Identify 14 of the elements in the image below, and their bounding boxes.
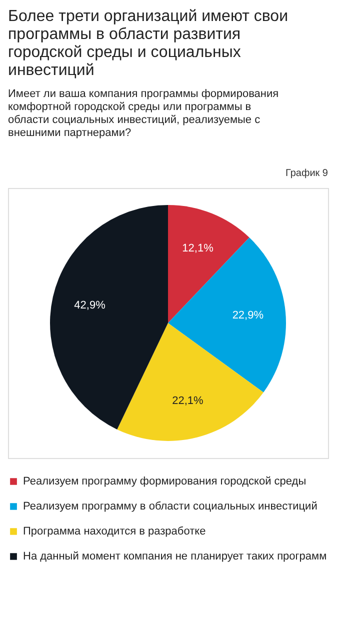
legend-label: Реализуем программу в области социальных инвестиций xyxy=(23,500,318,512)
legend-label: Программа находится в разработке xyxy=(23,526,206,538)
text: График 9 xyxy=(285,168,328,179)
chart-title: Более трети организаций имеют свои программы в области развития городской среды и социальных инвестиций xyxy=(8,8,288,79)
data-label: 42,9% xyxy=(74,299,106,312)
data-label: 22,1% xyxy=(172,394,204,407)
pie-slice xyxy=(168,237,286,392)
data-label: 12,1% xyxy=(182,242,214,254)
data-label: 22,9% xyxy=(232,310,264,322)
pie-slice xyxy=(50,205,168,430)
legend-label: На данный момент компания не планирует таких программ xyxy=(23,550,327,562)
pie-slice xyxy=(117,323,264,441)
legend-label: Реализуем программу формирования городской среды xyxy=(23,476,306,488)
chart-subtitle: Имеет ли ваша компания программы формирования комфортной городской среды или программы в области социальных инвестиций, реализуемые с внешними партнерами? xyxy=(8,88,279,139)
